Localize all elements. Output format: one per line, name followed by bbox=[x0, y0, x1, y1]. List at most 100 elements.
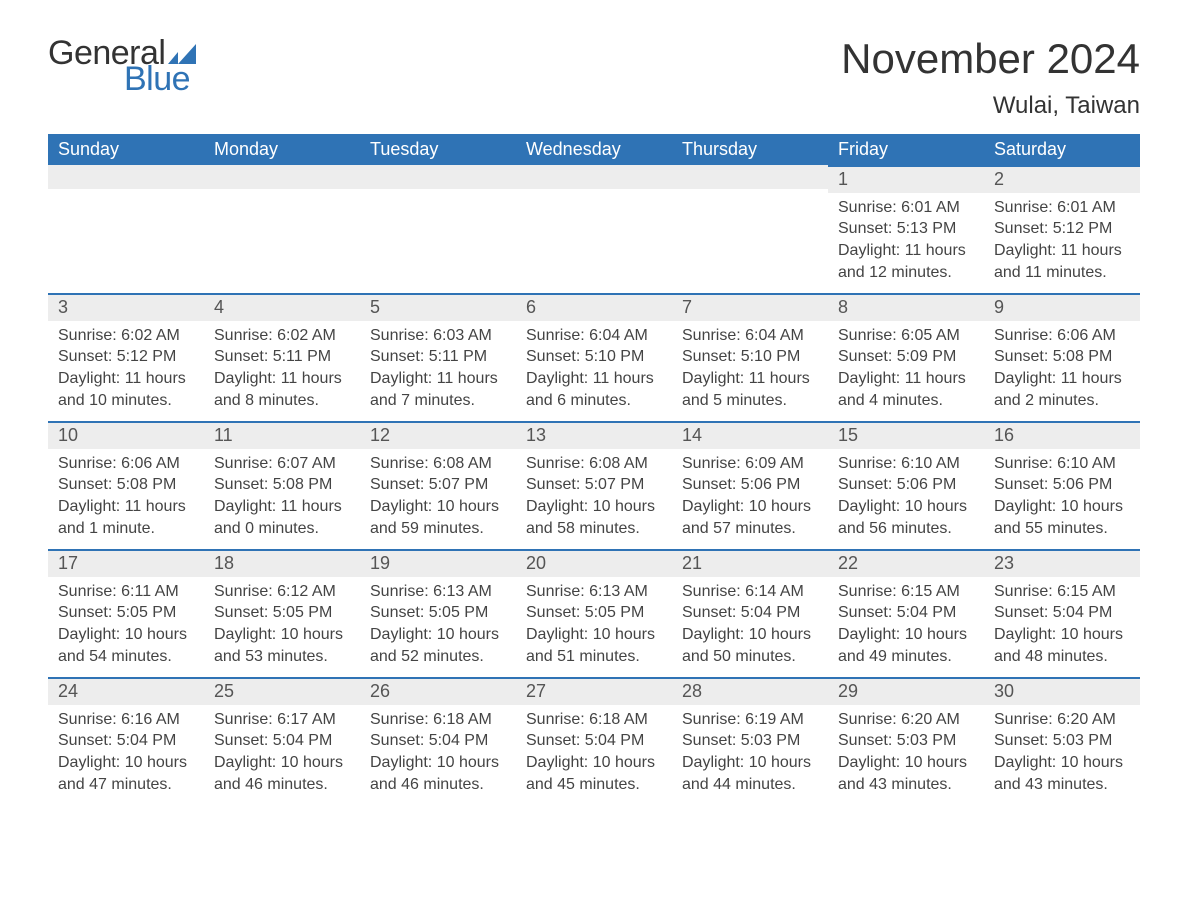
sunrise-line: Sunrise: 6:03 AM bbox=[370, 325, 506, 347]
day-details: Sunrise: 6:03 AMSunset: 5:11 PMDaylight:… bbox=[360, 321, 516, 419]
day-details: Sunrise: 6:01 AMSunset: 5:12 PMDaylight:… bbox=[984, 193, 1140, 291]
sunset-line: Sunset: 5:08 PM bbox=[994, 346, 1130, 368]
sunrise-line: Sunrise: 6:14 AM bbox=[682, 581, 818, 603]
sunset-line: Sunset: 5:11 PM bbox=[214, 346, 350, 368]
logo: General Blue bbox=[48, 36, 202, 96]
sunset-line: Sunset: 5:03 PM bbox=[682, 730, 818, 752]
day-number: 15 bbox=[828, 421, 984, 449]
page-title: November 2024 bbox=[841, 36, 1140, 82]
sunset-line: Sunset: 5:10 PM bbox=[526, 346, 662, 368]
day-number: 25 bbox=[204, 677, 360, 705]
calendar-week-row: 24Sunrise: 6:16 AMSunset: 5:04 PMDayligh… bbox=[48, 677, 1140, 805]
sunrise-line: Sunrise: 6:19 AM bbox=[682, 709, 818, 731]
day-details: Sunrise: 6:20 AMSunset: 5:03 PMDaylight:… bbox=[984, 705, 1140, 803]
sunset-line: Sunset: 5:05 PM bbox=[370, 602, 506, 624]
day-details: Sunrise: 6:04 AMSunset: 5:10 PMDaylight:… bbox=[672, 321, 828, 419]
calendar-day-cell: 23Sunrise: 6:15 AMSunset: 5:04 PMDayligh… bbox=[984, 549, 1140, 677]
weekday-header-row: SundayMondayTuesdayWednesdayThursdayFrid… bbox=[48, 134, 1140, 165]
calendar-day-cell: 18Sunrise: 6:12 AMSunset: 5:05 PMDayligh… bbox=[204, 549, 360, 677]
calendar-day-cell: 13Sunrise: 6:08 AMSunset: 5:07 PMDayligh… bbox=[516, 421, 672, 549]
day-details: Sunrise: 6:15 AMSunset: 5:04 PMDaylight:… bbox=[984, 577, 1140, 675]
sunrise-line: Sunrise: 6:02 AM bbox=[58, 325, 194, 347]
daylight-line: Daylight: 11 hours and 2 minutes. bbox=[994, 368, 1130, 411]
calendar-day-cell: 6Sunrise: 6:04 AMSunset: 5:10 PMDaylight… bbox=[516, 293, 672, 421]
calendar-day-cell: 8Sunrise: 6:05 AMSunset: 5:09 PMDaylight… bbox=[828, 293, 984, 421]
sunrise-line: Sunrise: 6:20 AM bbox=[838, 709, 974, 731]
sunrise-line: Sunrise: 6:17 AM bbox=[214, 709, 350, 731]
header: General Blue November 2024 Wulai, Taiwan bbox=[48, 36, 1140, 120]
day-number: 14 bbox=[672, 421, 828, 449]
daylight-line: Daylight: 10 hours and 59 minutes. bbox=[370, 496, 506, 539]
sunset-line: Sunset: 5:07 PM bbox=[526, 474, 662, 496]
day-number: 22 bbox=[828, 549, 984, 577]
day-number: 21 bbox=[672, 549, 828, 577]
daylight-line: Daylight: 10 hours and 43 minutes. bbox=[838, 752, 974, 795]
daylight-line: Daylight: 10 hours and 52 minutes. bbox=[370, 624, 506, 667]
sunrise-line: Sunrise: 6:16 AM bbox=[58, 709, 194, 731]
calendar-day-cell: 16Sunrise: 6:10 AMSunset: 5:06 PMDayligh… bbox=[984, 421, 1140, 549]
sunset-line: Sunset: 5:10 PM bbox=[682, 346, 818, 368]
day-number: 23 bbox=[984, 549, 1140, 577]
sunrise-line: Sunrise: 6:06 AM bbox=[58, 453, 194, 475]
sunrise-line: Sunrise: 6:01 AM bbox=[838, 197, 974, 219]
sunset-line: Sunset: 5:07 PM bbox=[370, 474, 506, 496]
sunset-line: Sunset: 5:04 PM bbox=[370, 730, 506, 752]
day-details: Sunrise: 6:13 AMSunset: 5:05 PMDaylight:… bbox=[360, 577, 516, 675]
day-details: Sunrise: 6:11 AMSunset: 5:05 PMDaylight:… bbox=[48, 577, 204, 675]
calendar-day-cell: 3Sunrise: 6:02 AMSunset: 5:12 PMDaylight… bbox=[48, 293, 204, 421]
sunrise-line: Sunrise: 6:07 AM bbox=[214, 453, 350, 475]
day-number: 10 bbox=[48, 421, 204, 449]
daylight-line: Daylight: 10 hours and 45 minutes. bbox=[526, 752, 662, 795]
day-number: 3 bbox=[48, 293, 204, 321]
sunset-line: Sunset: 5:03 PM bbox=[994, 730, 1130, 752]
day-details: Sunrise: 6:02 AMSunset: 5:12 PMDaylight:… bbox=[48, 321, 204, 419]
empty-day-head bbox=[516, 165, 672, 189]
calendar-empty-cell bbox=[360, 165, 516, 293]
daylight-line: Daylight: 10 hours and 46 minutes. bbox=[370, 752, 506, 795]
calendar-day-cell: 12Sunrise: 6:08 AMSunset: 5:07 PMDayligh… bbox=[360, 421, 516, 549]
sunrise-line: Sunrise: 6:13 AM bbox=[526, 581, 662, 603]
daylight-line: Daylight: 10 hours and 58 minutes. bbox=[526, 496, 662, 539]
sunrise-line: Sunrise: 6:10 AM bbox=[994, 453, 1130, 475]
day-number: 18 bbox=[204, 549, 360, 577]
day-number: 19 bbox=[360, 549, 516, 577]
sunset-line: Sunset: 5:05 PM bbox=[58, 602, 194, 624]
day-number: 13 bbox=[516, 421, 672, 449]
weekday-header: Thursday bbox=[672, 134, 828, 165]
sunset-line: Sunset: 5:05 PM bbox=[214, 602, 350, 624]
day-number: 11 bbox=[204, 421, 360, 449]
daylight-line: Daylight: 11 hours and 0 minutes. bbox=[214, 496, 350, 539]
sunrise-line: Sunrise: 6:01 AM bbox=[994, 197, 1130, 219]
sunset-line: Sunset: 5:11 PM bbox=[370, 346, 506, 368]
day-details: Sunrise: 6:09 AMSunset: 5:06 PMDaylight:… bbox=[672, 449, 828, 547]
sunrise-line: Sunrise: 6:20 AM bbox=[994, 709, 1130, 731]
calendar-day-cell: 5Sunrise: 6:03 AMSunset: 5:11 PMDaylight… bbox=[360, 293, 516, 421]
daylight-line: Daylight: 10 hours and 46 minutes. bbox=[214, 752, 350, 795]
calendar-day-cell: 28Sunrise: 6:19 AMSunset: 5:03 PMDayligh… bbox=[672, 677, 828, 805]
calendar-empty-cell bbox=[48, 165, 204, 293]
calendar-week-row: 17Sunrise: 6:11 AMSunset: 5:05 PMDayligh… bbox=[48, 549, 1140, 677]
calendar-empty-cell bbox=[516, 165, 672, 293]
calendar-day-cell: 15Sunrise: 6:10 AMSunset: 5:06 PMDayligh… bbox=[828, 421, 984, 549]
sunset-line: Sunset: 5:13 PM bbox=[838, 218, 974, 240]
calendar-table: SundayMondayTuesdayWednesdayThursdayFrid… bbox=[48, 134, 1140, 805]
calendar-day-cell: 10Sunrise: 6:06 AMSunset: 5:08 PMDayligh… bbox=[48, 421, 204, 549]
calendar-day-cell: 30Sunrise: 6:20 AMSunset: 5:03 PMDayligh… bbox=[984, 677, 1140, 805]
sunrise-line: Sunrise: 6:02 AM bbox=[214, 325, 350, 347]
sunrise-line: Sunrise: 6:08 AM bbox=[526, 453, 662, 475]
sunrise-line: Sunrise: 6:12 AM bbox=[214, 581, 350, 603]
day-number: 26 bbox=[360, 677, 516, 705]
sunset-line: Sunset: 5:12 PM bbox=[58, 346, 194, 368]
day-details: Sunrise: 6:12 AMSunset: 5:05 PMDaylight:… bbox=[204, 577, 360, 675]
calendar-day-cell: 4Sunrise: 6:02 AMSunset: 5:11 PMDaylight… bbox=[204, 293, 360, 421]
sunrise-line: Sunrise: 6:05 AM bbox=[838, 325, 974, 347]
daylight-line: Daylight: 11 hours and 11 minutes. bbox=[994, 240, 1130, 283]
daylight-line: Daylight: 10 hours and 55 minutes. bbox=[994, 496, 1130, 539]
sunset-line: Sunset: 5:04 PM bbox=[838, 602, 974, 624]
sunset-line: Sunset: 5:04 PM bbox=[58, 730, 194, 752]
weekday-header: Friday bbox=[828, 134, 984, 165]
sunset-line: Sunset: 5:08 PM bbox=[214, 474, 350, 496]
day-details: Sunrise: 6:07 AMSunset: 5:08 PMDaylight:… bbox=[204, 449, 360, 547]
day-details: Sunrise: 6:08 AMSunset: 5:07 PMDaylight:… bbox=[516, 449, 672, 547]
daylight-line: Daylight: 10 hours and 53 minutes. bbox=[214, 624, 350, 667]
